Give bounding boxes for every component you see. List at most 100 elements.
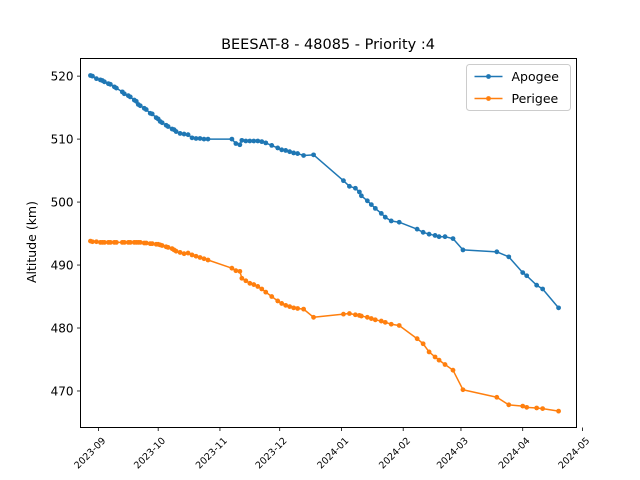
perigee-point bbox=[341, 311, 346, 317]
perigee-point bbox=[291, 305, 297, 311]
perigee-point bbox=[506, 402, 512, 408]
apogee-point bbox=[237, 142, 243, 148]
legend-apogee-marker bbox=[486, 74, 491, 79]
apogee-point bbox=[372, 205, 378, 211]
apogee-point bbox=[388, 218, 394, 224]
perigee-point bbox=[364, 314, 370, 320]
apogee-point bbox=[368, 202, 374, 207]
perigee-point bbox=[181, 251, 187, 257]
apogee-point bbox=[524, 273, 530, 279]
legend-perigee-label: Perigee bbox=[512, 91, 559, 106]
plot-area bbox=[88, 73, 561, 414]
perigee-point bbox=[534, 405, 540, 411]
apogee-point bbox=[149, 111, 155, 117]
apogee-point bbox=[197, 136, 203, 141]
perigee-point bbox=[311, 314, 316, 320]
perigee-point bbox=[90, 239, 95, 245]
perigee-point bbox=[283, 302, 289, 308]
perigee-point bbox=[205, 257, 211, 263]
apogee-point bbox=[432, 233, 438, 238]
apogee-point bbox=[279, 147, 285, 153]
perigee-point bbox=[137, 239, 143, 245]
apogee-point bbox=[177, 131, 183, 136]
y-tick-label: 510 bbox=[51, 132, 74, 146]
apogee-point bbox=[251, 138, 257, 144]
apogee-point bbox=[143, 107, 149, 112]
perigee-point bbox=[432, 354, 438, 360]
perigee-point bbox=[143, 240, 149, 246]
apogee-point bbox=[90, 73, 95, 79]
apogee-point bbox=[189, 135, 195, 141]
apogee-point bbox=[311, 152, 316, 158]
perigee-point bbox=[102, 239, 107, 245]
apogee-point bbox=[347, 183, 352, 189]
apogee-point bbox=[506, 254, 512, 260]
apogee-point bbox=[520, 270, 526, 275]
perigee-point bbox=[121, 239, 127, 245]
perigee-point bbox=[524, 404, 530, 410]
apogee-point bbox=[420, 229, 426, 235]
perigee-point bbox=[263, 289, 269, 295]
perigee-point bbox=[378, 318, 384, 324]
plot-frame bbox=[80, 58, 577, 428]
apogee-point bbox=[205, 136, 211, 142]
perigee-point bbox=[233, 268, 239, 274]
legend: Apogee Perigee bbox=[466, 64, 571, 111]
apogee-point bbox=[352, 185, 358, 191]
perigee-point bbox=[127, 239, 133, 245]
perigee-point bbox=[113, 239, 119, 245]
apogee-point bbox=[259, 139, 265, 145]
perigee-point bbox=[243, 278, 249, 284]
apogee-point bbox=[291, 150, 297, 156]
apogee-point bbox=[378, 211, 384, 216]
apogee-point bbox=[263, 140, 269, 146]
y-tick-label: 520 bbox=[51, 69, 74, 83]
apogee-point bbox=[382, 214, 388, 220]
perigee-point bbox=[414, 336, 420, 342]
apogee-point bbox=[107, 81, 113, 87]
perigee-point bbox=[255, 284, 261, 289]
apogee-point bbox=[239, 137, 245, 143]
apogee-point bbox=[243, 138, 249, 144]
apogee-point bbox=[233, 141, 239, 146]
apogee-point bbox=[396, 219, 402, 225]
apogee-point bbox=[165, 124, 171, 129]
y-tick-label: 470 bbox=[51, 384, 74, 398]
apogee-point bbox=[94, 76, 99, 82]
apogee-point bbox=[301, 153, 306, 158]
apogee-point bbox=[364, 198, 370, 204]
apogee-point bbox=[540, 286, 546, 292]
perigee-point bbox=[259, 286, 265, 292]
perigee-point bbox=[229, 265, 235, 271]
perigee-point bbox=[94, 239, 99, 245]
apogee-point bbox=[255, 138, 261, 144]
apogee-point bbox=[181, 131, 187, 137]
apogee-point bbox=[127, 94, 133, 100]
perigee-point bbox=[149, 241, 155, 247]
perigee-point bbox=[540, 406, 546, 412]
perigee-point bbox=[450, 367, 456, 373]
perigee-point bbox=[301, 306, 306, 312]
apogee-point bbox=[275, 145, 281, 151]
apogee-point bbox=[295, 151, 301, 156]
legend-perigee-marker bbox=[486, 96, 491, 101]
perigee-point bbox=[173, 248, 179, 254]
apogee-point bbox=[159, 120, 165, 126]
perigee-point bbox=[159, 243, 165, 248]
perigee-point bbox=[388, 321, 394, 327]
apogee-point bbox=[436, 234, 442, 240]
apogee-point bbox=[287, 149, 293, 155]
chart-title: BEESAT-8 - 48085 - Priority :4 bbox=[221, 37, 435, 53]
apogee-point bbox=[229, 136, 235, 142]
perigee-point bbox=[556, 408, 561, 414]
perigee-point bbox=[460, 387, 466, 393]
apogee-point bbox=[193, 136, 199, 141]
y-tick-label: 480 bbox=[51, 321, 74, 335]
apogee-point bbox=[102, 79, 107, 85]
apogee-point bbox=[358, 193, 364, 199]
perigee-point bbox=[201, 256, 207, 262]
perigee-point bbox=[352, 312, 358, 318]
perigee-point bbox=[382, 319, 388, 325]
y-tick-label: 500 bbox=[51, 195, 74, 209]
